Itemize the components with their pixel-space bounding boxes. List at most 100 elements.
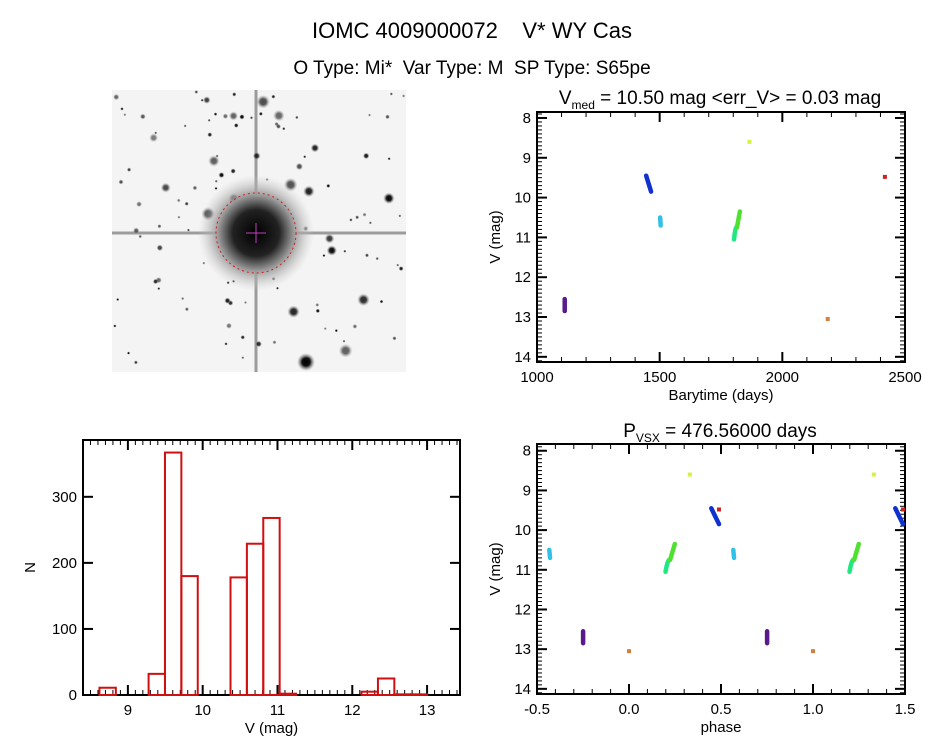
target-circle — [215, 192, 297, 274]
star — [295, 162, 304, 171]
season-4-segment — [663, 557, 672, 575]
star — [133, 360, 138, 365]
star — [297, 353, 315, 371]
star — [287, 305, 300, 318]
star — [364, 253, 370, 258]
star — [186, 228, 190, 232]
season-7-point — [811, 649, 815, 654]
star — [334, 329, 338, 333]
season-8-point — [882, 174, 887, 179]
histogram-bar — [262, 516, 281, 696]
star — [126, 167, 132, 172]
x-tick-label: 11 — [270, 702, 286, 719]
star — [208, 155, 220, 167]
y-tick-label: 13 — [514, 309, 531, 326]
star — [256, 94, 270, 109]
star — [362, 212, 367, 217]
star — [275, 123, 282, 129]
y-tick-label: 12 — [514, 601, 531, 618]
histogram-bar — [180, 575, 199, 696]
star — [118, 179, 124, 185]
star — [343, 249, 347, 253]
y-axis-label: V (mag) — [487, 210, 504, 263]
star — [113, 324, 117, 328]
star — [232, 92, 237, 97]
star — [398, 214, 402, 218]
star — [326, 245, 337, 256]
star — [207, 132, 213, 138]
x-tick-label: 1.0 — [803, 701, 824, 718]
histogram-bar — [278, 692, 298, 697]
y-tick-label: 12 — [514, 269, 531, 286]
star — [184, 201, 189, 206]
star — [310, 143, 320, 153]
star — [194, 90, 199, 94]
season-7-point — [825, 317, 830, 322]
y-tick-label: 10 — [514, 190, 531, 207]
star — [338, 343, 353, 358]
figure-subtitle: O Type: Mi* Var Type: M SP Type: S65pe — [293, 58, 650, 79]
star — [326, 183, 331, 188]
y-tick-label: 9 — [523, 150, 531, 167]
histogram-bar — [409, 693, 429, 696]
star — [160, 182, 171, 193]
star — [389, 92, 393, 96]
star — [342, 339, 346, 343]
star — [228, 111, 239, 121]
season-6-point — [871, 472, 876, 477]
star — [152, 278, 159, 285]
star — [258, 111, 263, 116]
star — [243, 300, 248, 304]
x-tick-label: 0.5 — [711, 701, 732, 718]
star — [224, 297, 231, 304]
star — [252, 152, 261, 160]
season-8-point — [900, 507, 905, 512]
star — [255, 340, 262, 348]
star — [138, 234, 143, 239]
star — [224, 342, 228, 346]
star — [139, 113, 146, 120]
star — [213, 112, 218, 116]
y-tick-label: 0 — [69, 687, 77, 704]
histogram-plot: 9 10 11 12 13 0 100 200 300 V (mag) N — [22, 439, 461, 737]
star — [181, 296, 185, 301]
histogram-bar — [98, 686, 117, 696]
star — [398, 266, 404, 272]
phase-title-main: P — [623, 421, 636, 442]
star — [136, 201, 143, 208]
y-tick-label: 9 — [523, 482, 531, 499]
star — [202, 96, 211, 104]
star — [230, 168, 236, 174]
phase-title-sub: VSX — [636, 431, 660, 445]
star — [225, 322, 232, 329]
season-2-segment — [893, 506, 906, 527]
x-tick-label: 2500 — [888, 369, 921, 386]
star — [192, 185, 198, 191]
star — [207, 118, 211, 122]
y-tick-label: 8 — [523, 443, 531, 460]
star — [368, 113, 372, 117]
star — [271, 94, 276, 99]
y-tick-label: 13 — [514, 641, 531, 658]
star — [275, 286, 279, 290]
star — [315, 308, 321, 314]
star — [157, 224, 162, 229]
star — [184, 307, 189, 312]
star — [368, 221, 372, 225]
star — [387, 157, 391, 161]
star — [375, 256, 379, 261]
star — [324, 233, 335, 244]
phase-title: PVSX = 476.56000 days — [623, 421, 817, 445]
season-8-point — [716, 507, 721, 512]
phase-plot: PVSX = 476.56000 days -0.5 0.0 0.5 1.0 1.5 8 9… — [487, 421, 915, 736]
season-4-segment — [847, 557, 856, 575]
star — [222, 113, 229, 120]
y-tick-label: 11 — [515, 562, 531, 579]
star — [241, 356, 245, 360]
x-tick-label: 13 — [419, 702, 436, 719]
x-tick-label: 9 — [124, 702, 132, 719]
star — [113, 93, 120, 101]
season-2-segment — [643, 173, 654, 194]
finder-image — [112, 90, 406, 372]
x-tick-label: 12 — [344, 702, 361, 719]
